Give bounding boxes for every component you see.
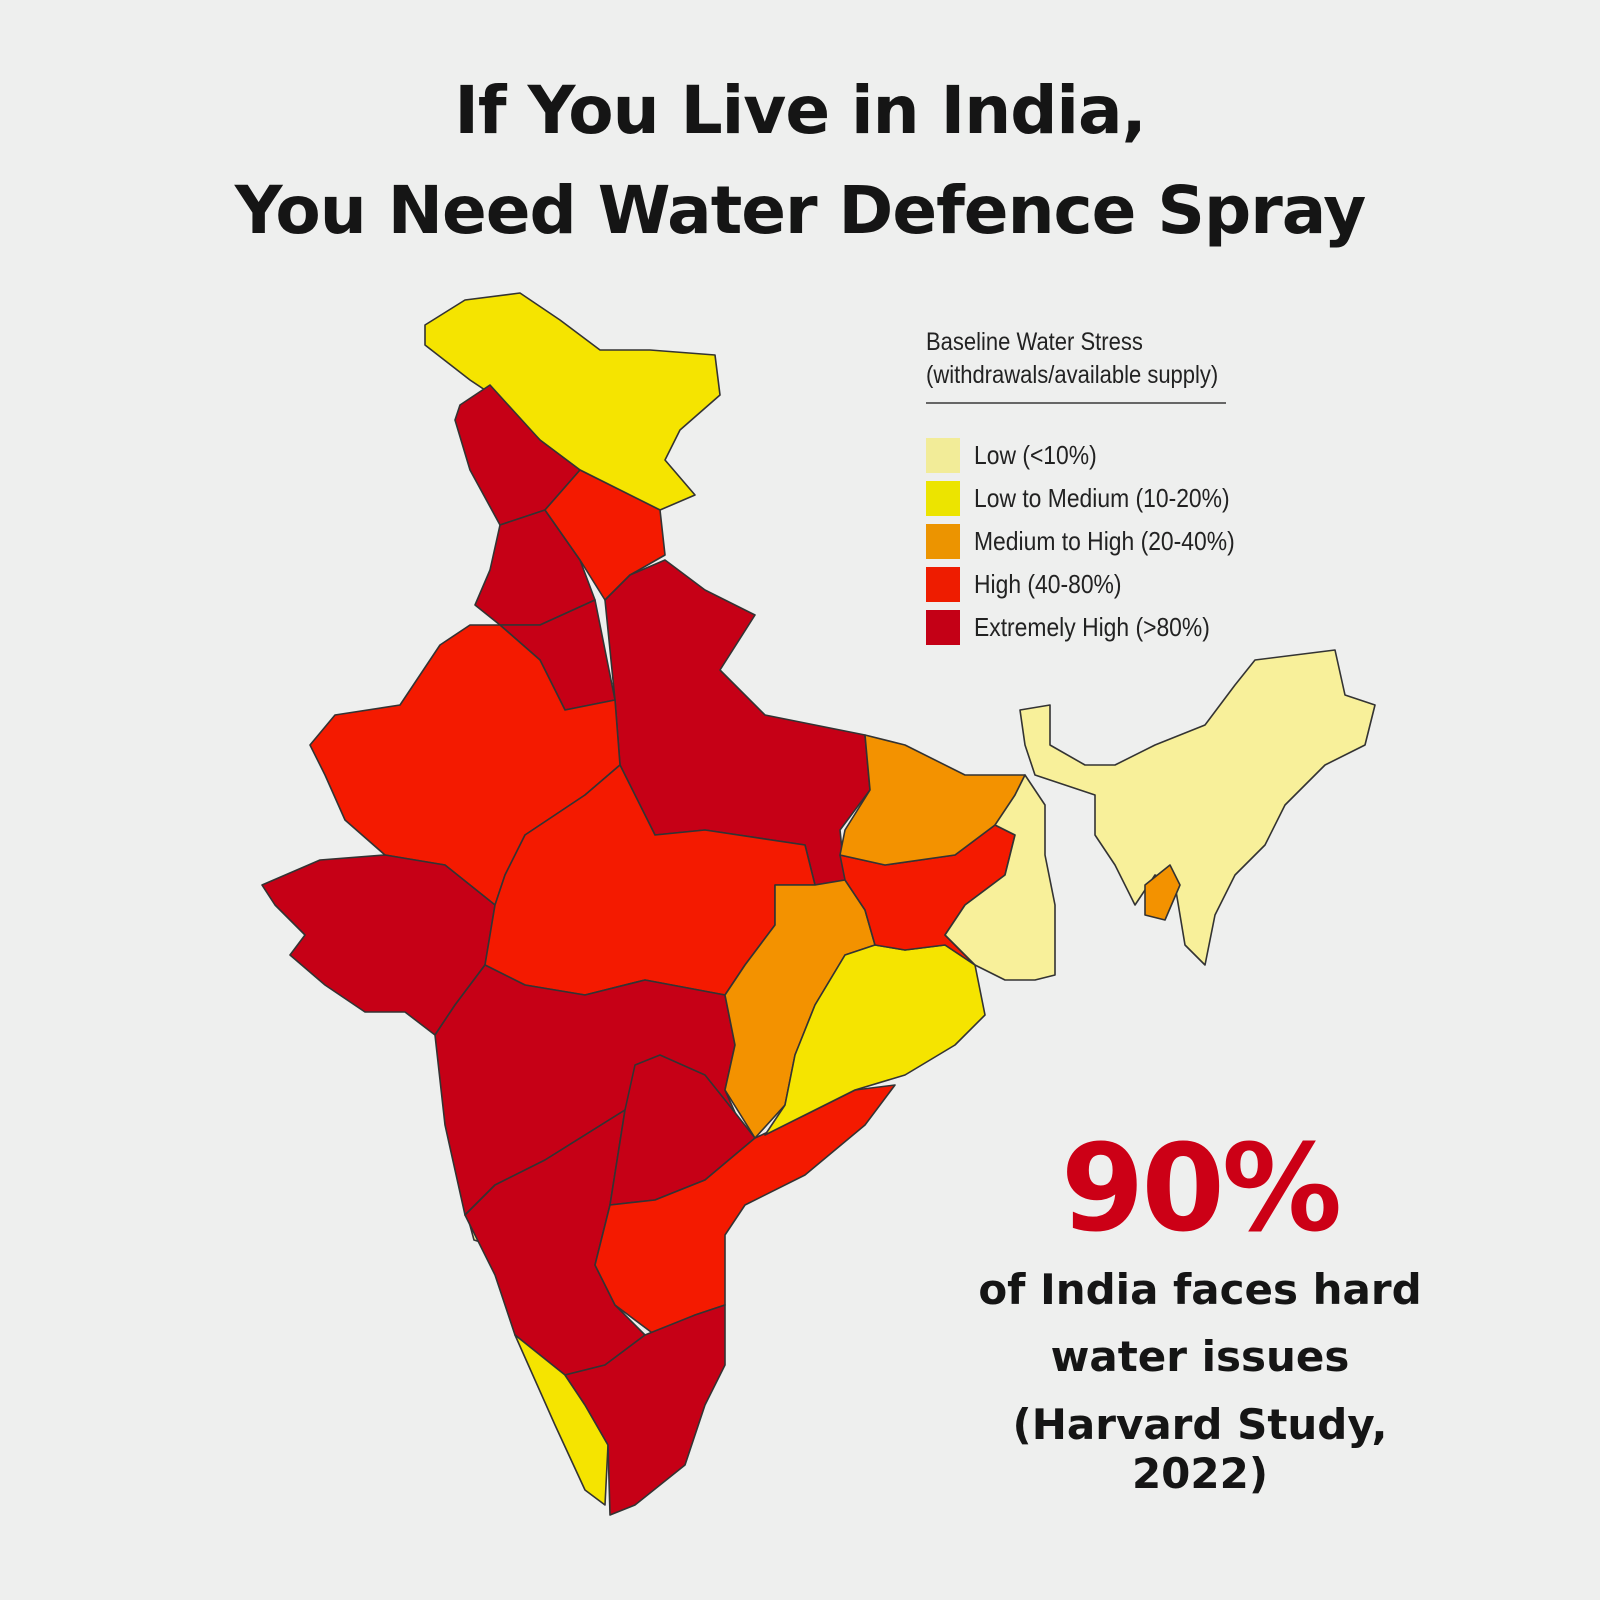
legend-item-high: High (40-80%): [926, 563, 1270, 606]
legend-subtitle: (withdrawals/available supply): [926, 361, 1219, 389]
legend-swatch: [926, 610, 960, 645]
headline-line-2: You Need Water Defence Spray: [234, 172, 1367, 249]
legend-item-low-medium: Low to Medium (10-20%): [926, 477, 1270, 520]
legend-swatch: [926, 524, 960, 559]
stat-caption-line-1: of India faces hard: [978, 1265, 1422, 1314]
legend-swatch: [926, 438, 960, 473]
legend-divider: [926, 402, 1226, 404]
legend-label: High (40-80%): [974, 569, 1122, 599]
legend-item-medium-high: Medium to High (20-40%): [926, 520, 1270, 563]
legend-label: Medium to High (20-40%): [974, 526, 1235, 556]
legend-label: Low to Medium (10-20%): [974, 483, 1230, 513]
legend-swatch: [926, 567, 960, 602]
region-bihar: [839, 734, 1026, 866]
legend-label: Extremely High (>80%): [974, 612, 1210, 642]
region-andhra-pradesh: [594, 1084, 896, 1336]
legend: Baseline Water Stress (withdrawals/avail…: [926, 326, 1270, 649]
stat-caption-line-2: water issues: [1050, 1332, 1350, 1381]
region-uttarakhand: [544, 469, 666, 601]
region-northeast: [1019, 649, 1376, 966]
legend-label: Low (<10%): [974, 440, 1097, 470]
legend-title: Baseline Water Stress: [926, 328, 1143, 356]
region-tamil-nadu: [564, 1304, 726, 1516]
stat-source: (Harvard Study, 2022): [1012, 1400, 1388, 1498]
region-west-bengal: [944, 774, 1056, 981]
legend-swatch: [926, 481, 960, 516]
legend-item-extremely-high: Extremely High (>80%): [926, 606, 1270, 649]
stat-value: 90%: [1060, 1120, 1342, 1259]
region-tripura: [1144, 864, 1181, 921]
legend-item-low: Low (<10%): [926, 434, 1270, 477]
headline-line-1: If You Live in India,: [454, 72, 1146, 149]
